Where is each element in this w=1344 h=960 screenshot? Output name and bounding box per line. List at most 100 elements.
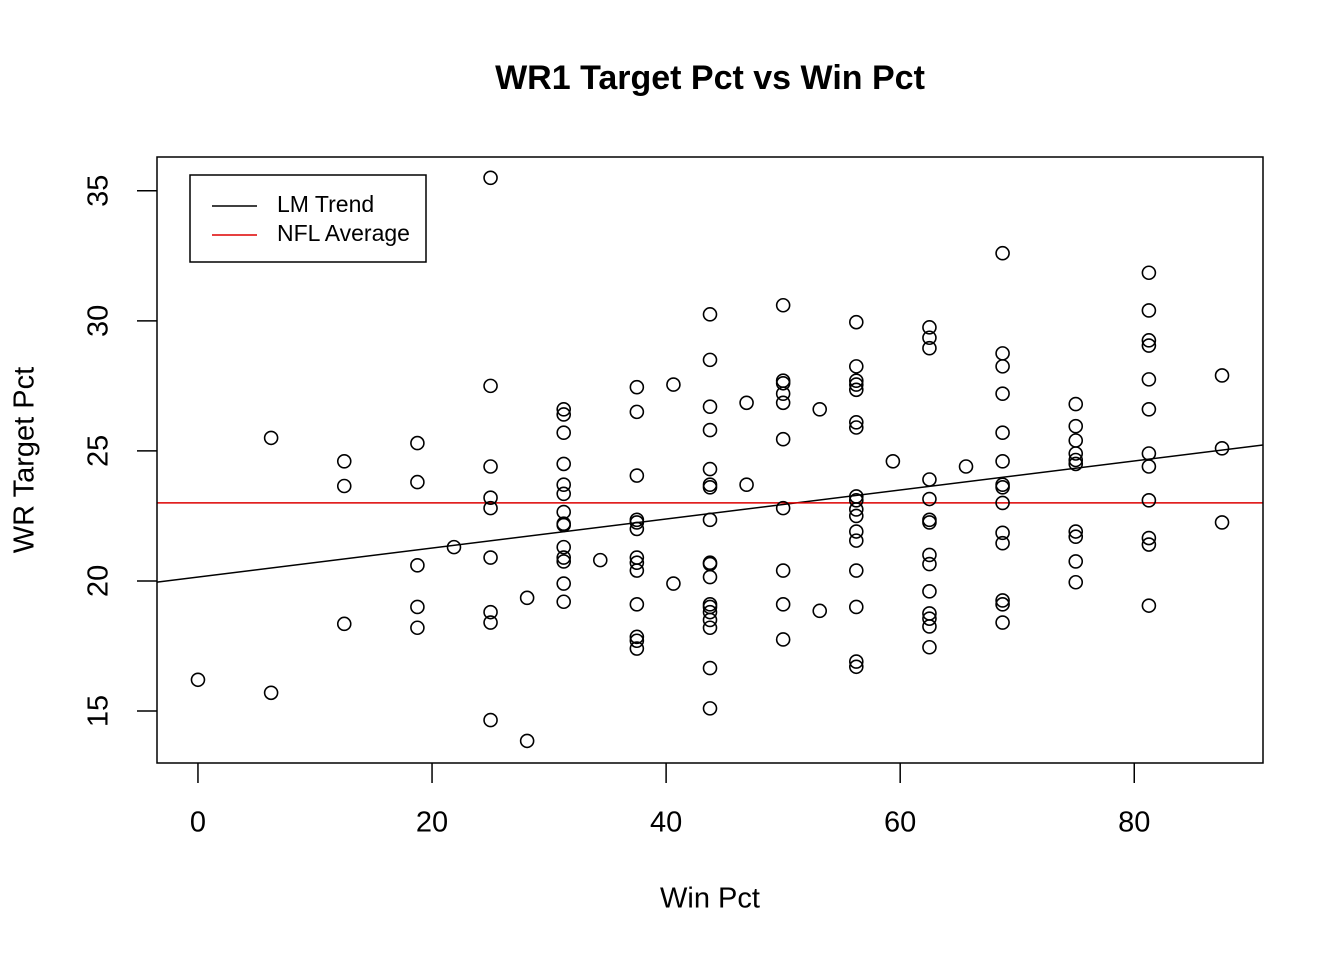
point [1214,440,1230,456]
point [666,377,681,392]
point [775,375,791,391]
point [483,615,498,630]
point [1141,446,1157,461]
point [556,594,572,610]
point [629,597,645,612]
point [336,454,352,469]
legend-box [189,174,427,263]
point [995,535,1010,551]
point [702,307,718,322]
point [848,508,864,524]
point [556,456,572,472]
point [1068,524,1084,539]
point [519,590,535,606]
point [263,685,279,701]
point [775,500,791,516]
point [629,404,645,420]
point [922,611,937,626]
point [775,563,791,578]
x-tick-label: 0 [190,807,206,839]
point [995,425,1010,440]
point [629,629,645,645]
point [848,420,864,435]
point [775,632,791,647]
point [1068,446,1084,461]
point [922,639,937,655]
point [995,480,1010,495]
point [775,431,791,447]
point [1141,459,1157,474]
point [336,616,352,632]
point [848,502,864,517]
point [848,563,864,578]
point [702,461,718,477]
point [848,373,864,388]
point [739,477,754,493]
point [446,539,462,555]
y-tick-label: 20 [83,565,115,597]
x-tick-label: 40 [650,807,682,839]
point [848,654,864,669]
point [995,495,1010,511]
point [995,593,1010,608]
point [556,401,572,417]
point [995,245,1010,261]
point [848,524,864,539]
point [410,558,425,573]
point [995,454,1010,469]
point [922,491,937,507]
point [336,478,352,494]
point [848,533,864,548]
chart-title: WR1 Target Pct vs Win Pct [495,59,925,97]
point [922,556,937,572]
point [556,407,572,422]
point [848,382,864,398]
point [556,539,572,555]
point [1141,530,1157,546]
y-tick-label: 30 [83,305,115,337]
x-axis-label: Win Pct [660,883,760,915]
point [848,599,864,615]
point [702,512,718,528]
point [629,555,645,571]
point [629,641,645,656]
legend-label: LM Trend [277,191,374,217]
point [775,395,791,411]
point [483,170,498,186]
point [702,399,718,414]
point [922,619,937,634]
point [848,493,864,508]
point [483,500,498,516]
point [483,490,498,506]
y-tick-label: 35 [83,175,115,207]
y-axis-label: WR Target Pct [9,367,41,553]
point [922,320,937,335]
point [556,425,572,440]
x-tick-label: 60 [884,807,916,839]
point [848,314,864,330]
point [702,620,718,636]
point [556,550,572,565]
point [483,459,498,474]
point [556,576,572,591]
point [410,620,425,636]
plot-frame [156,156,1264,764]
y-tick-label: 25 [83,435,115,467]
x-tick-label: 20 [416,807,448,839]
point [519,733,535,749]
point [848,659,864,675]
point [666,576,681,591]
point [483,378,498,394]
point [556,486,572,502]
point [592,552,608,568]
point [1141,401,1157,417]
point [848,377,864,392]
point [629,515,645,530]
point [1068,433,1084,448]
point [1068,529,1084,545]
point [1068,574,1084,590]
point [1068,456,1084,472]
point [995,359,1010,374]
point [263,430,279,446]
